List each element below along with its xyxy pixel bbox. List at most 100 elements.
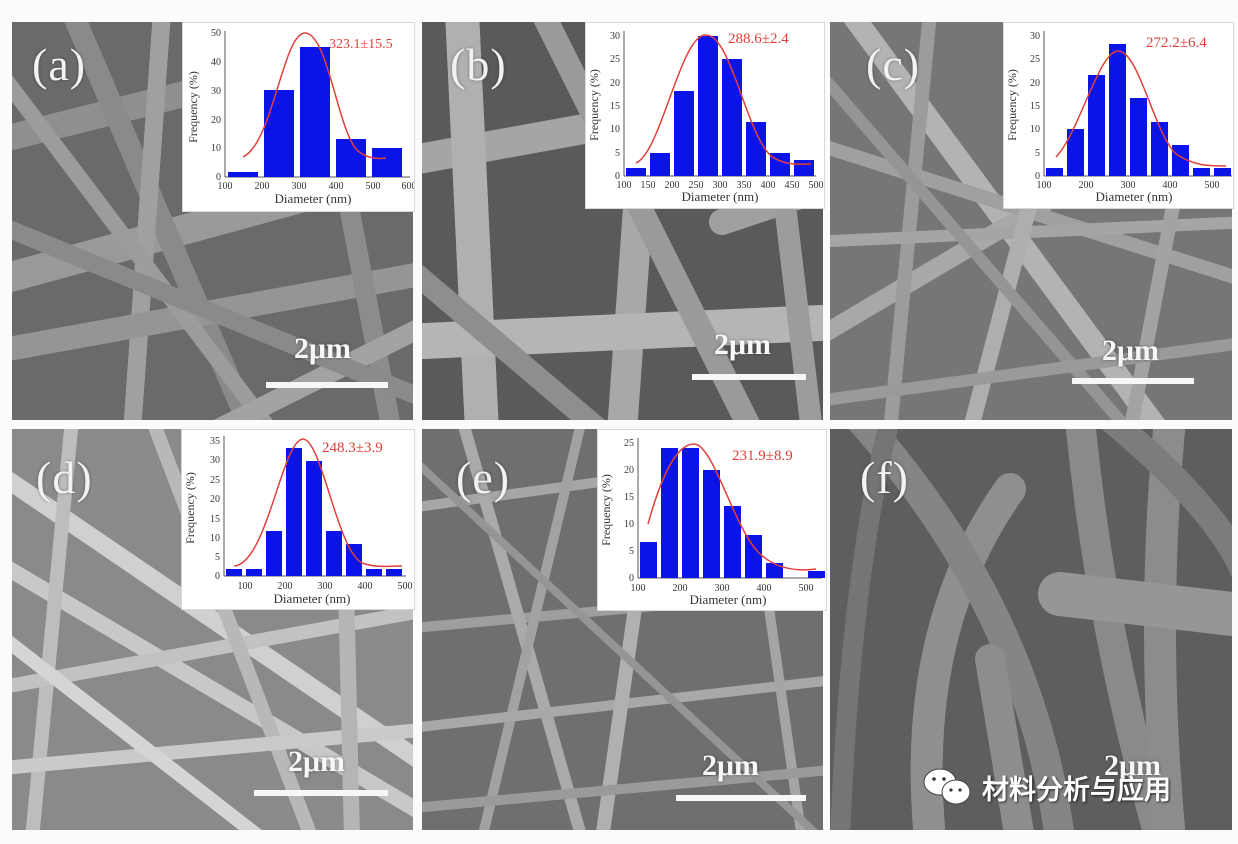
svg-text:Frequency (%): Frequency (%) [1005,69,1019,141]
svg-text:100: 100 [218,181,233,192]
scale-bar-label: 2μm [288,745,345,778]
svg-text:20: 20 [1030,78,1040,89]
svg-text:10: 10 [610,124,620,135]
svg-text:500: 500 [799,583,814,594]
svg-text:500: 500 [1205,180,1220,191]
svg-text:35: 35 [210,436,220,447]
svg-text:15: 15 [610,101,620,112]
svg-text:500: 500 [809,180,824,191]
svg-text:Frequency (%): Frequency (%) [186,71,200,143]
svg-text:250: 250 [689,180,704,191]
scale-bar-label: 2μm [702,749,759,782]
wechat-watermark: 材料分析与应用 [922,766,1171,808]
svg-text:200: 200 [255,181,270,192]
svg-text:0: 0 [1035,171,1040,182]
svg-text:10: 10 [211,143,221,154]
svg-text:20: 20 [610,78,620,89]
mean-diameter-label: 288.6±2.4 [728,31,789,47]
scale-bar [254,790,388,796]
svg-text:200: 200 [665,180,680,191]
panel-label: (c) [866,39,921,90]
svg-text:5: 5 [215,552,220,563]
svg-text:0: 0 [216,172,221,183]
svg-text:15: 15 [1030,101,1040,112]
svg-text:300: 300 [1121,180,1136,191]
panel-label: (e) [456,452,511,503]
svg-text:25: 25 [1030,54,1040,65]
svg-text:200: 200 [1079,180,1094,191]
svg-text:500: 500 [398,581,413,592]
scale-bar-label: 2μm [1104,749,1161,782]
svg-text:300: 300 [318,581,333,592]
svg-text:5: 5 [615,148,620,159]
svg-text:300: 300 [292,181,307,192]
mean-diameter-label: 323.1±15.5 [329,37,393,52]
svg-text:10: 10 [624,519,634,530]
panel-label: (d) [36,452,93,503]
svg-text:350: 350 [737,180,752,191]
svg-text:400: 400 [757,583,772,594]
svg-text:50: 50 [211,28,221,39]
svg-text:5: 5 [629,546,634,557]
svg-text:40: 40 [211,57,221,68]
svg-text:Diameter (nm): Diameter (nm) [275,191,352,206]
svg-text:10: 10 [210,533,220,544]
histogram-chart: 0 5 10 15 20 25 30 100 200 300 400 500 D… [1005,31,1232,204]
svg-text:30: 30 [610,31,620,42]
svg-text:400: 400 [761,180,776,191]
watermark-text: 材料分析与应用 [982,774,1171,806]
scale-bar [692,374,806,380]
svg-text:200: 200 [278,581,293,592]
svg-text:300: 300 [713,180,728,191]
mean-diameter-label: 248.3±3.9 [322,440,383,456]
svg-text:0: 0 [215,571,220,582]
svg-text:100: 100 [238,581,253,592]
histogram-chart: 0 5 10 15 20 25 30 100 150 200 250 300 3… [587,31,824,204]
svg-text:400: 400 [329,181,344,192]
svg-text:400: 400 [358,581,373,592]
histogram-chart: 0 10 20 30 40 50 100 200 300 400 500 600… [186,28,415,206]
svg-text:30: 30 [211,86,221,97]
svg-text:100: 100 [1037,180,1052,191]
svg-text:150: 150 [641,180,656,191]
svg-text:Diameter (nm): Diameter (nm) [1096,189,1173,204]
wechat-icon [923,768,971,805]
svg-text:20: 20 [624,465,634,476]
panel-label: (f) [860,452,909,503]
svg-text:15: 15 [210,514,220,525]
histogram-inset-b: 0 5 10 15 20 25 30 100 150 200 250 300 3… [585,22,825,209]
svg-text:30: 30 [210,455,220,466]
svg-text:Frequency (%): Frequency (%) [183,472,197,544]
svg-text:Frequency (%): Frequency (%) [587,69,601,141]
svg-text:Diameter (nm): Diameter (nm) [690,592,767,607]
svg-text:100: 100 [631,583,646,594]
svg-text:400: 400 [1163,180,1178,191]
scale-bar-label: 2μm [294,332,351,365]
svg-text:10: 10 [1030,124,1040,135]
histogram-inset-c: 0 5 10 15 20 25 30 100 200 300 400 500 D… [1003,22,1234,209]
svg-text:25: 25 [210,475,220,486]
svg-text:600: 600 [402,181,415,192]
svg-text:25: 25 [624,438,634,449]
scale-bar [266,382,388,388]
svg-text:Diameter (nm): Diameter (nm) [274,591,351,606]
scale-bar [1072,378,1194,384]
histogram-inset-a: 0 10 20 30 40 50 100 200 300 400 500 600… [182,22,415,212]
svg-text:450: 450 [785,180,800,191]
svg-text:500: 500 [366,181,381,192]
histogram-inset-d: 0 5 10 15 20 25 30 35 100 200 300 400 50… [181,429,415,610]
mean-diameter-label: 231.9±8.9 [732,448,793,464]
scale-bar [676,795,806,801]
svg-text:0: 0 [615,171,620,182]
panel-label: (a) [32,39,87,90]
scale-bar-label: 2μm [714,328,771,361]
svg-text:0: 0 [629,573,634,584]
svg-text:30: 30 [1030,31,1040,42]
svg-text:25: 25 [610,54,620,65]
histogram-inset-e: 0 5 10 15 20 25 100 200 300 400 500 Diam… [597,429,827,611]
histogram-chart: 0 5 10 15 20 25 30 35 100 200 300 400 50… [183,436,413,606]
svg-text:5: 5 [1035,148,1040,159]
svg-text:300: 300 [715,583,730,594]
svg-text:15: 15 [624,492,634,503]
mean-diameter-label: 272.2±6.4 [1146,35,1207,51]
